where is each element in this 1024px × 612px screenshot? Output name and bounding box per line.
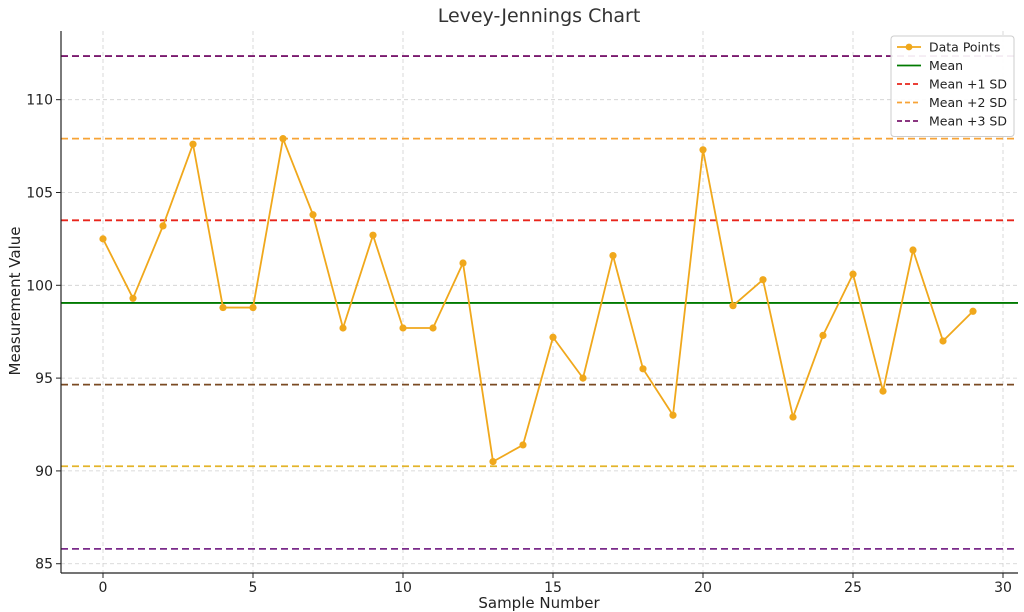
- series-line: [102, 137, 974, 463]
- data-point: [189, 140, 197, 148]
- legend-marker: [905, 43, 913, 51]
- data-point: [249, 303, 257, 312]
- data-point: [879, 387, 887, 395]
- data-point: [609, 251, 617, 260]
- data-point: [939, 337, 947, 345]
- axes: [60, 31, 1018, 574]
- data-point: [639, 365, 647, 373]
- data-point: [489, 458, 497, 466]
- reference-lines: [61, 55, 1018, 550]
- y-tick-label: 95: [35, 371, 53, 387]
- legend-label: Mean +3 SD: [929, 114, 1007, 129]
- data-point: [279, 135, 287, 143]
- x-tick-label: 25: [844, 580, 862, 596]
- data-series: [99, 135, 977, 466]
- data-point: [549, 333, 557, 341]
- data-point: [759, 276, 767, 284]
- data-point: [579, 374, 587, 382]
- data-point: [969, 307, 977, 315]
- data-point: [819, 331, 827, 340]
- chart-title: Levey-Jennings Chart: [438, 5, 641, 27]
- x-tick-label: 5: [249, 580, 258, 596]
- data-point: [309, 211, 317, 219]
- data-point: [669, 411, 677, 419]
- data-point: [909, 246, 917, 254]
- data-point: [459, 259, 467, 267]
- x-tick-label: 15: [544, 580, 562, 596]
- legend-box: [890, 35, 1015, 137]
- tick-labels: 0 5 10 15 20 25 30 85 90 95 100 105 110: [26, 93, 1012, 596]
- data-point: [99, 235, 107, 243]
- data-point: [219, 303, 227, 312]
- legend-label: Mean: [929, 58, 963, 73]
- data-point: [399, 324, 407, 332]
- y-tick-label: 90: [35, 464, 53, 480]
- y-tick-label: 105: [26, 185, 53, 201]
- x-tick-label: 0: [99, 580, 108, 596]
- y-tick-label: 100: [26, 278, 53, 294]
- x-axis-title: Sample Number: [478, 594, 600, 612]
- data-point: [129, 294, 137, 302]
- data-point: [159, 222, 167, 230]
- x-tick-label: 10: [394, 580, 412, 596]
- legend-label: Data Points: [929, 40, 1000, 55]
- y-tick-label: 110: [26, 93, 53, 109]
- y-tick-label: 85: [35, 557, 53, 573]
- data-point: [519, 441, 527, 449]
- data-point: [699, 146, 707, 154]
- data-point: [849, 270, 857, 278]
- data-point: [429, 324, 437, 332]
- legend-label: Mean +2 SD: [929, 95, 1007, 110]
- data-point: [729, 302, 737, 310]
- data-point: [339, 324, 347, 332]
- legend: Data Points Mean Mean +1 SD Mean +2 SD Mean …: [890, 35, 1015, 137]
- x-tick-label: 30: [994, 580, 1012, 596]
- grid: [61, 31, 1018, 573]
- y-axis-title: Measurement Value: [6, 227, 24, 376]
- data-point: [789, 413, 797, 421]
- x-tick-label: 20: [694, 580, 712, 596]
- data-point: [369, 231, 377, 239]
- legend-label: Mean +1 SD: [929, 77, 1007, 92]
